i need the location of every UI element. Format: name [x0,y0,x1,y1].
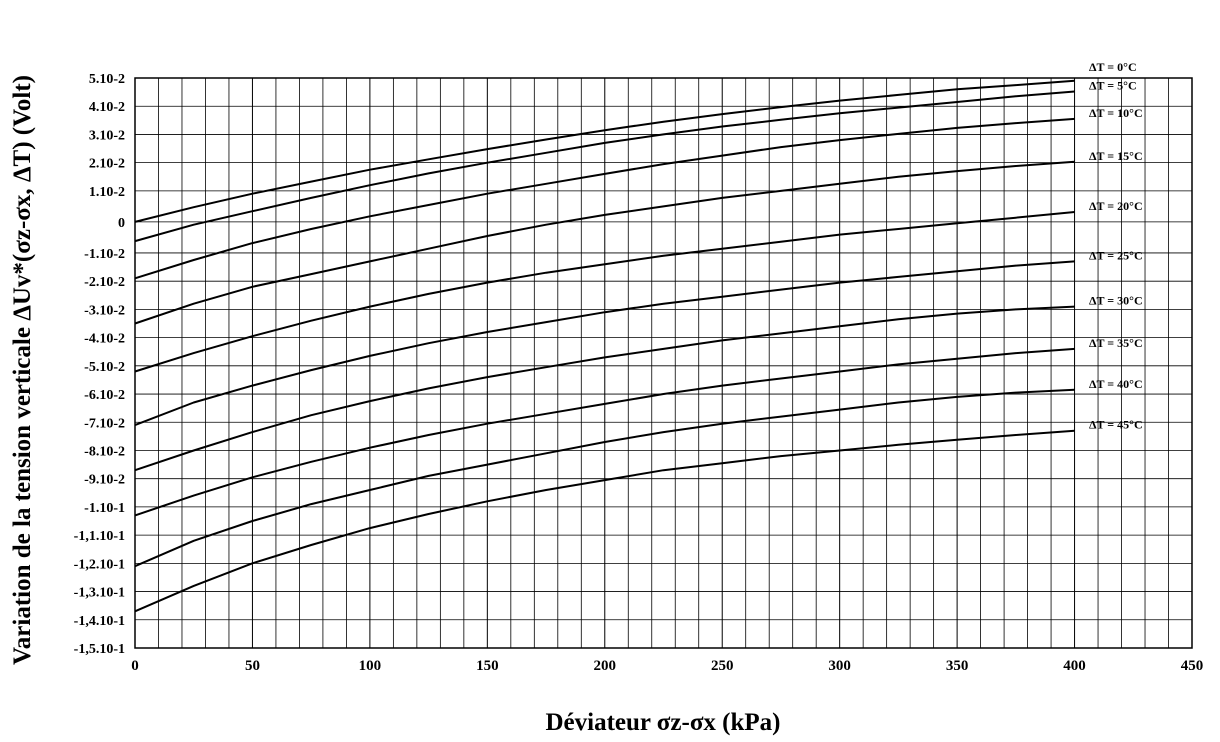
y-tick-label: 1.10-2 [89,185,125,200]
series-label: ΔT = 20°C [1089,199,1143,213]
y-tick-label: 5.10-2 [89,72,125,87]
y-tick-label: -1.10-1 [84,501,125,516]
y-tick-label: -1,2.10-1 [74,557,125,572]
y-tick-label: 0 [118,216,125,231]
series-label: ΔT = 35°C [1089,336,1143,350]
y-tick-label: -2.10-2 [84,275,125,290]
y-tick-label: -1.10-2 [84,247,125,262]
y-tick-label: 2.10-2 [89,157,125,172]
y-tick-label: -7.10-2 [84,416,125,431]
y-tick-label: -8.10-2 [84,444,125,459]
series-line [134,347,1075,517]
x-tick-label: 150 [476,658,499,674]
y-tick-label: 3.10-2 [89,128,125,143]
grid [134,77,1193,649]
y-tick-label: -6.10-2 [84,388,125,403]
y-tick-label: -1,4.10-1 [74,614,125,629]
series-line [134,117,1075,280]
y-tick-label: -9.10-2 [84,473,125,488]
series-label: ΔT = 0°C [1089,60,1137,74]
series-line [134,90,1075,243]
series-label: ΔT = 5°C [1089,79,1137,93]
y-tick-labels: 5.10-2 4.10-2 3.10-2 2.10-2 1.10-2 0 -1.10-2 -2… [74,72,125,657]
y-tick-label: -1,1.10-1 [74,529,125,544]
y-tick-label: -5.10-2 [84,360,125,375]
series-line [134,429,1075,613]
series-line [134,211,1075,373]
series-label: ΔT = 40°C [1089,377,1143,391]
series-line [134,388,1075,568]
series-line [134,260,1075,427]
y-tick-label: 4.10-2 [89,100,125,115]
y-axis-title: Variation de la tension verticale ΔUv*(σ… [9,75,36,665]
x-tick-labels: 0 50 100 150 200 250 300 350 400 450 [131,658,1203,674]
x-tick-label: 100 [359,658,382,674]
series-label: ΔT = 45°C [1089,418,1143,432]
y-tick-label: -3.10-2 [84,303,125,318]
x-tick-label: 300 [828,658,851,674]
series-line [134,305,1075,472]
x-tick-label: 50 [245,658,260,674]
x-tick-label: 0 [131,658,139,674]
series-label: ΔT = 15°C [1089,149,1143,163]
series-line [134,79,1075,223]
x-axis-title: Déviateur σz-σx (kPa) [545,709,780,736]
plot-frame [134,77,1193,649]
series-label: ΔT = 30°C [1089,294,1143,308]
x-tick-label: 450 [1181,658,1204,674]
y-tick-label: -4.10-2 [84,332,125,347]
series-lines [134,79,1075,613]
x-tick-label: 200 [594,658,617,674]
x-tick-label: 250 [711,658,734,674]
x-tick-label: 400 [1063,658,1086,674]
y-tick-label: -1,3.10-1 [74,586,125,601]
y-tick-label: -1,5.10-1 [74,642,125,657]
series-label: ΔT = 10°C [1089,106,1143,120]
x-tick-label: 350 [946,658,969,674]
series-label: ΔT = 25°C [1089,248,1143,262]
legend: ΔT = 0°C ΔT = 5°C ΔT = 10°C ΔT = 15°C ΔT = 2… [1089,60,1143,432]
series-line [134,160,1075,325]
